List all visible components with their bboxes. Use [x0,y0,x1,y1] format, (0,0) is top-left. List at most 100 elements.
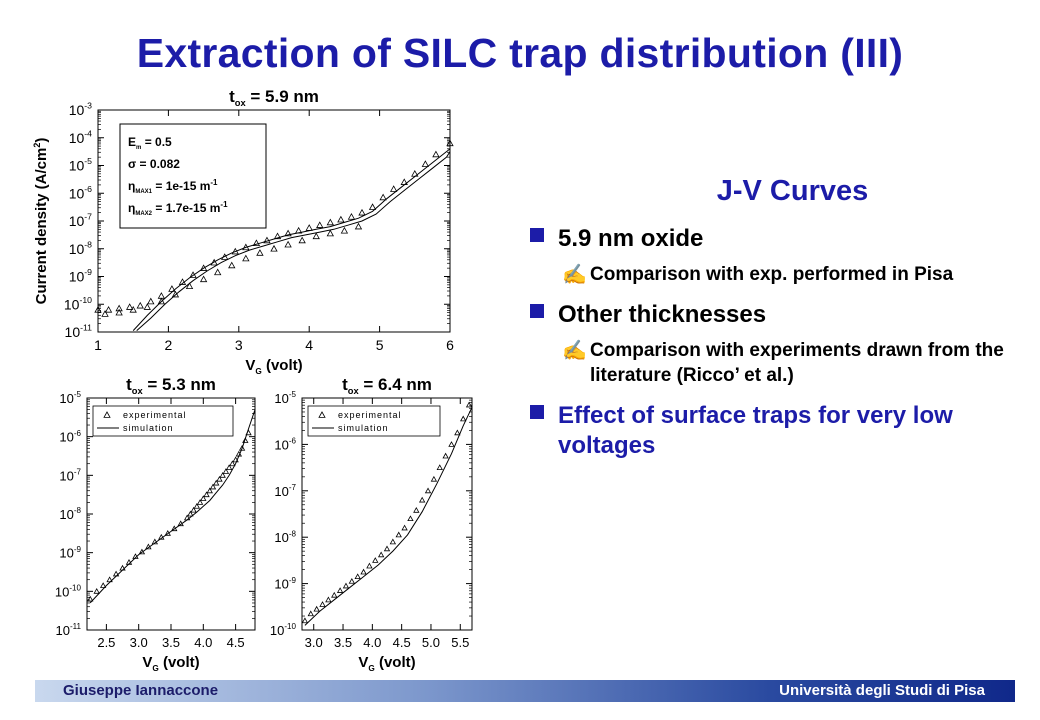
y-tick-label: 10-7 [59,467,81,483]
data-point [238,444,246,451]
data-point [358,208,366,216]
y-tick-label: 10-6 [274,437,296,453]
data-point [336,587,344,593]
x-tick-label: 4 [305,337,313,353]
bullet-1: 5.9 nm oxide [520,224,1025,254]
data-point [214,268,222,276]
data-point [377,551,385,558]
data-point [312,232,320,240]
sub-bullet-2-1: ✍ Comparison with experiments drawn from… [520,338,1025,389]
data-point [115,308,123,316]
chart-title: tox = 6.4 nm [342,375,432,396]
data-point [348,577,356,584]
data-point [395,531,402,538]
pen-bullet-icon: ✍ [562,264,587,286]
data-point [446,139,454,147]
legend-triangle-icon [318,411,326,418]
jv-chart-6-4nm: 10-10 10-9 10-8 10-7 10-6 10-5 3.0 3.5 4.0 4.5 5.0… [270,375,473,673]
data-point [407,515,414,522]
sub-bullet-2-1-text: Comparison with experiments drawn from t… [590,339,1004,387]
data-point [448,441,455,447]
data-point [337,215,345,223]
data-point [379,193,387,201]
x-tick-label: 5.0 [422,635,440,650]
data-point [436,464,443,470]
y-tick-label: 10-11 [55,622,81,638]
y-tick-label: 10-8 [69,239,92,256]
simulation-curve [136,151,451,331]
data-point [263,236,271,244]
x-tick-label: 2 [165,337,173,353]
parameter-box [119,123,267,229]
data-point [242,254,250,262]
y-tick-label: 10-7 [69,212,92,229]
section-title: J-V Curves [716,175,869,207]
data-point [222,468,230,474]
sub-bullet-1-1: ✍ Comparison with exp. performed in Pisa [520,262,1025,288]
data-point [383,545,391,552]
data-point [354,573,361,580]
data-point [284,229,292,237]
data-point [316,221,324,228]
data-point [143,303,151,310]
data-point [203,491,210,498]
data-point [305,224,313,231]
legend-triangle-icon [103,411,111,418]
x-tick-label: 4.0 [363,635,381,650]
data-point [354,222,363,230]
x-tick-label: 3.5 [162,635,180,650]
chart-title: tox = 5.3 nm [126,375,216,396]
y-tick-label: 10-6 [69,184,92,201]
data-point [326,229,334,237]
data-point [199,275,208,283]
data-point [168,285,176,292]
y-tick-label: 10-9 [59,545,81,561]
data-point [187,510,194,517]
data-point [185,282,194,290]
x-tick-label: 5.5 [451,635,469,650]
y-tick-label: 10-11 [65,323,93,340]
data-point [213,479,220,486]
y-axis-label: Current density (A/cm2) [32,138,50,305]
data-point [331,591,338,598]
data-point [424,487,432,494]
y-tick-label: 10-5 [69,156,92,173]
data-point [115,304,123,312]
data-point [93,588,100,594]
data-point [418,496,426,503]
data-point [190,506,197,513]
footer-author: Giuseppe Iannaccone [63,682,219,699]
bullet-2: Other thicknesses [520,300,1025,330]
data-point [252,239,261,246]
legend-label: experimental [338,410,402,420]
legend-box [307,405,441,437]
data-point [129,305,137,313]
parameter-line: ηMAX2 = 1.7e-15 m-1 [128,200,228,217]
data-point [200,495,207,501]
square-bullet-icon [530,228,544,242]
parameter-line: σ = 0.082 [128,157,180,171]
data-point [347,213,356,220]
data-point [413,506,420,513]
y-tick-label: 10-8 [274,529,296,545]
jv-chart-5-3nm: 10-11 10-10 10-9 10-8 10-7 10-6 10-5 2.5 3.0 3.5 4… [55,375,256,673]
x-tick-label: 4.5 [227,635,245,650]
y-tick-label: 10-7 [274,483,296,499]
y-tick-label: 10-5 [274,390,296,406]
data-point [390,185,398,192]
bullet-2-text: Other thicknesses [558,300,767,328]
bullet-3: Effect of surface traps for very low vol… [520,401,1025,461]
x-tick-label: 6 [446,337,454,353]
data-point [104,305,113,313]
data-point [342,582,350,589]
y-tick-label: 10-6 [59,429,81,445]
slide-title: Extraction of SILC trap distribution (II… [136,30,904,76]
text-panel: J-V Curves 5.9 nm oxide ✍ Comparison wit… [520,175,1025,469]
y-tick-label: 10-8 [59,506,81,522]
y-tick-label: 10-3 [69,101,92,118]
data-point [136,301,144,309]
pen-bullet-icon: ✍ [562,339,587,362]
data-point [301,617,309,624]
y-tick-label: 10-10 [64,295,92,312]
data-point [206,487,213,494]
